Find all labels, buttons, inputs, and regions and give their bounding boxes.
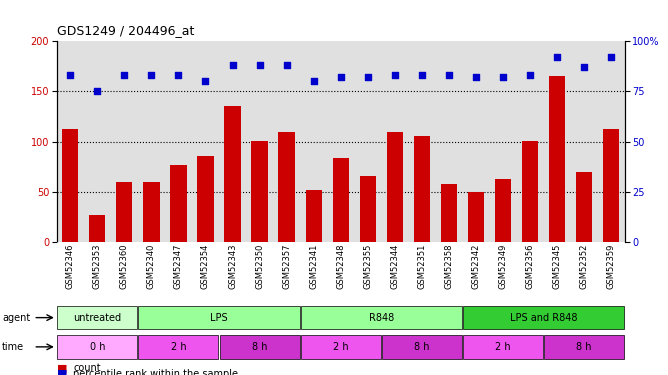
- Point: [119, 72, 130, 78]
- Bar: [495, 178, 511, 242]
- Text: GSM52340: GSM52340: [147, 244, 156, 289]
- Point: [470, 74, 481, 80]
- Text: count: count: [73, 363, 101, 373]
- Text: GSM52353: GSM52353: [93, 244, 102, 289]
- Text: GSM52349: GSM52349: [498, 244, 508, 289]
- Bar: [301, 306, 462, 330]
- Point: [416, 72, 427, 78]
- Point: [362, 74, 373, 80]
- Point: [146, 72, 157, 78]
- Text: GSM52347: GSM52347: [174, 244, 183, 289]
- Point: [524, 72, 535, 78]
- Point: [92, 88, 103, 94]
- Bar: [144, 182, 160, 242]
- Text: untreated: untreated: [73, 313, 122, 322]
- Bar: [90, 215, 106, 242]
- Text: ■: ■: [57, 363, 67, 373]
- Bar: [220, 335, 299, 358]
- Text: 2 h: 2 h: [170, 342, 186, 352]
- Bar: [468, 192, 484, 242]
- Bar: [522, 141, 538, 242]
- Bar: [387, 132, 403, 242]
- Point: [552, 54, 562, 60]
- Point: [65, 72, 75, 78]
- Text: 8 h: 8 h: [252, 342, 267, 352]
- Bar: [197, 156, 214, 242]
- Text: time: time: [2, 342, 24, 352]
- Point: [309, 78, 319, 84]
- Bar: [138, 335, 218, 358]
- Bar: [359, 176, 376, 242]
- Text: GSM52352: GSM52352: [580, 244, 589, 289]
- Text: 8 h: 8 h: [414, 342, 430, 352]
- Point: [335, 74, 346, 80]
- Bar: [441, 184, 457, 242]
- Point: [444, 72, 454, 78]
- Text: LPS: LPS: [210, 313, 228, 322]
- Point: [606, 54, 617, 60]
- Text: GSM52344: GSM52344: [390, 244, 399, 289]
- Bar: [57, 306, 138, 330]
- Text: GSM52356: GSM52356: [526, 244, 534, 289]
- Bar: [333, 158, 349, 242]
- Point: [281, 62, 292, 68]
- Text: 2 h: 2 h: [333, 342, 349, 352]
- Text: GSM52355: GSM52355: [363, 244, 372, 289]
- Bar: [544, 335, 624, 358]
- Text: LPS and R848: LPS and R848: [510, 313, 577, 322]
- Point: [498, 74, 508, 80]
- Bar: [116, 182, 132, 242]
- Text: agent: agent: [2, 313, 30, 322]
- Text: GSM52357: GSM52357: [282, 244, 291, 289]
- Text: GSM52342: GSM52342: [472, 244, 480, 289]
- Text: GSM52351: GSM52351: [418, 244, 426, 289]
- Bar: [382, 335, 462, 358]
- Text: 2 h: 2 h: [495, 342, 511, 352]
- Bar: [62, 129, 78, 242]
- Bar: [305, 190, 322, 242]
- Bar: [301, 335, 381, 358]
- Text: GSM52345: GSM52345: [552, 244, 562, 289]
- Text: 8 h: 8 h: [576, 342, 592, 352]
- Text: GSM52348: GSM52348: [336, 244, 345, 289]
- Text: GSM52346: GSM52346: [66, 244, 75, 289]
- Text: GSM52350: GSM52350: [255, 244, 264, 289]
- Bar: [251, 141, 268, 242]
- Point: [173, 72, 184, 78]
- Bar: [224, 106, 240, 242]
- Bar: [576, 172, 592, 242]
- Point: [227, 62, 238, 68]
- Text: GSM52358: GSM52358: [444, 244, 454, 289]
- Text: GSM52341: GSM52341: [309, 244, 318, 289]
- Text: GSM52359: GSM52359: [607, 244, 615, 289]
- Bar: [138, 306, 299, 330]
- Text: GSM52343: GSM52343: [228, 244, 237, 289]
- Text: percentile rank within the sample: percentile rank within the sample: [73, 369, 238, 375]
- Point: [255, 62, 265, 68]
- Bar: [463, 335, 543, 358]
- Text: R848: R848: [369, 313, 394, 322]
- Point: [578, 64, 589, 70]
- Bar: [170, 165, 186, 242]
- Text: GSM52354: GSM52354: [201, 244, 210, 289]
- Point: [389, 72, 400, 78]
- Text: GDS1249 / 204496_at: GDS1249 / 204496_at: [57, 24, 194, 38]
- Bar: [463, 306, 624, 330]
- Bar: [549, 76, 565, 242]
- Text: GSM52360: GSM52360: [120, 244, 129, 289]
- Bar: [279, 132, 295, 242]
- Bar: [413, 135, 430, 242]
- Bar: [603, 129, 619, 242]
- Point: [200, 78, 211, 84]
- Bar: [57, 335, 138, 358]
- Text: ■: ■: [57, 369, 67, 375]
- Text: 0 h: 0 h: [90, 342, 105, 352]
